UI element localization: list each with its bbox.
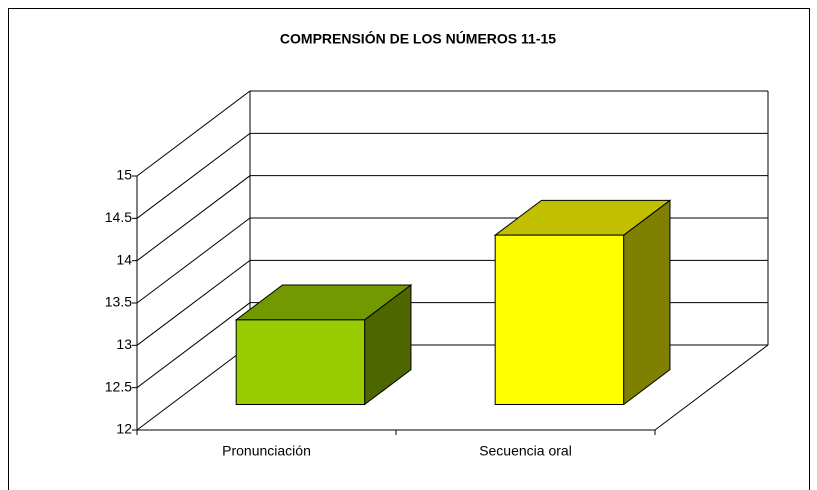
grid-line (136, 90, 768, 177)
y-tick-label: 12.5 (105, 378, 132, 394)
bar (235, 319, 366, 405)
y-tick-label: 13 (116, 336, 132, 352)
y-tick-label: 14.5 (105, 209, 132, 225)
chart-title: COMPRENSIÓN DE LOS NÚMEROS 11-15 (280, 30, 556, 47)
x-tick-label: Secuencia oral (479, 443, 572, 459)
grid-line (136, 175, 768, 262)
chart-frame (8, 8, 810, 490)
y-tick-label: 15 (116, 167, 132, 183)
grid-line (136, 344, 768, 431)
grid-line (136, 132, 768, 219)
x-tick-label: Pronunciación (222, 443, 311, 459)
y-tick-label: 14 (116, 251, 132, 267)
y-tick-label: 13.5 (105, 294, 132, 310)
bar-side (623, 199, 671, 406)
floor-right-edge (654, 344, 769, 431)
bar (494, 234, 625, 405)
y-tick-label: 12 (116, 421, 132, 437)
